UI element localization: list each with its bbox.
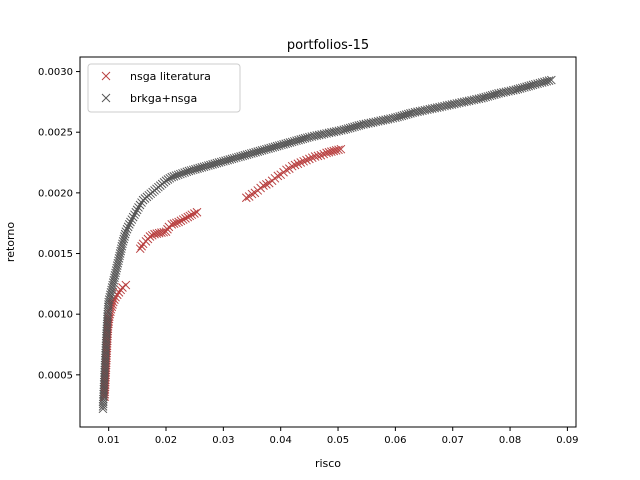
y-axis: 0.0005 0.0010 0.0015 0.0020 0.0025 0.0030 <box>38 67 80 381</box>
data-point <box>290 160 300 170</box>
y-tick-label: 0.0025 <box>38 128 73 139</box>
x-tick-label: 0.01 <box>98 435 120 446</box>
data-point <box>334 145 343 155</box>
data-point <box>546 75 556 85</box>
data-point <box>134 203 143 212</box>
data-point <box>121 280 131 290</box>
data-point <box>132 205 142 215</box>
data-point <box>122 224 132 234</box>
x-tick-label: 0.09 <box>556 435 578 446</box>
chart-title: portfolios-15 <box>287 38 369 53</box>
x-tick-label: 0.05 <box>327 435 349 446</box>
data-point <box>192 207 202 217</box>
data-point <box>319 149 329 159</box>
legend-label: nsga literatura <box>130 70 211 83</box>
y-tick-label: 0.0030 <box>38 67 73 78</box>
data-point <box>120 229 130 239</box>
y-axis-label: retorno <box>4 222 17 262</box>
data-point <box>247 189 257 199</box>
series-nsga-literatura <box>100 144 346 402</box>
data-point <box>305 154 314 164</box>
data-point <box>174 217 183 227</box>
data-point <box>117 241 127 251</box>
data-point <box>544 76 554 86</box>
y-tick-label: 0.0005 <box>38 370 73 381</box>
data-point <box>273 171 283 181</box>
data-point <box>121 227 131 237</box>
data-point <box>127 215 137 224</box>
data-point <box>145 232 155 241</box>
legend-marker <box>101 93 111 103</box>
y-tick-label: 0.0010 <box>38 310 73 321</box>
data-point <box>123 222 133 232</box>
data-point <box>313 151 323 161</box>
plot-area <box>98 75 556 414</box>
data-point <box>118 239 127 249</box>
data-point <box>259 181 268 190</box>
x-tick-label: 0.08 <box>499 435 521 446</box>
data-point <box>307 153 317 163</box>
legend: nsga literatura brkga+nsga <box>87 63 241 113</box>
x-tick-label: 0.03 <box>212 435 234 446</box>
data-point <box>287 161 297 171</box>
data-point <box>310 152 320 161</box>
data-point <box>161 227 171 237</box>
data-point <box>183 212 193 222</box>
data-point <box>131 207 141 217</box>
data-point <box>302 155 311 165</box>
data-point <box>185 211 195 221</box>
data-point <box>171 218 181 228</box>
legend-marker <box>101 71 111 81</box>
y-tick-label: 0.0020 <box>38 188 73 199</box>
x-axis-label: risco <box>315 457 341 470</box>
data-point <box>293 159 303 169</box>
data-point <box>118 237 128 246</box>
data-point <box>181 213 190 223</box>
y-tick-label: 0.0015 <box>38 249 73 260</box>
x-axis: 0.01 0.02 0.03 0.04 0.05 0.06 0.07 0.08 0.09 <box>98 427 579 446</box>
data-point <box>190 209 199 218</box>
data-point <box>176 216 186 226</box>
data-point <box>135 200 145 210</box>
data-point <box>187 210 197 220</box>
x-tick-label: 0.04 <box>270 435 292 446</box>
x-tick-label: 0.06 <box>384 435 406 446</box>
legend-box <box>87 63 241 113</box>
data-point <box>128 212 138 222</box>
data-point <box>316 150 326 160</box>
data-point <box>124 220 134 229</box>
data-point <box>241 193 251 203</box>
data-point <box>282 165 291 175</box>
legend-label: brkga+nsga <box>130 92 197 105</box>
data-point <box>167 220 177 229</box>
data-point <box>119 234 129 244</box>
x-tick-label: 0.07 <box>442 435 464 446</box>
data-point <box>178 215 188 224</box>
data-point <box>296 158 306 167</box>
data-point <box>299 156 308 166</box>
data-point <box>135 244 145 254</box>
series-brkga-nsga <box>98 75 556 414</box>
x-tick-label: 0.02 <box>155 435 177 446</box>
data-point <box>147 230 157 240</box>
data-point <box>120 232 129 241</box>
axes-frame <box>79 56 577 428</box>
data-point <box>169 219 179 228</box>
data-point <box>130 210 139 220</box>
data-point <box>336 144 346 154</box>
data-point <box>262 180 271 189</box>
data-point <box>126 217 135 227</box>
